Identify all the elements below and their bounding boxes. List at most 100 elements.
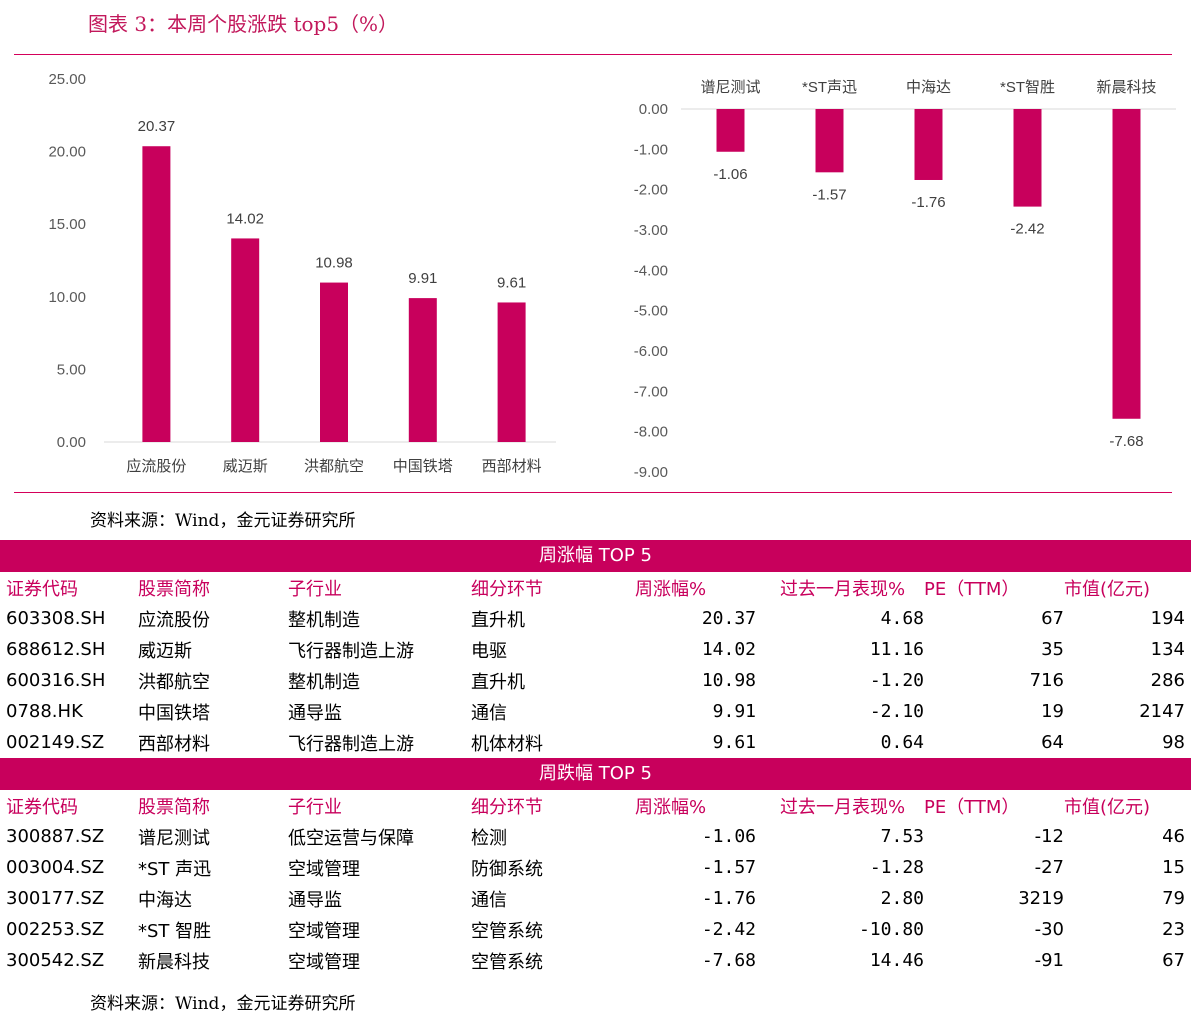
x-category-label: 应流股份 [126, 457, 186, 475]
column-header-market-cap: 市值(亿元) [1064, 578, 1151, 600]
y-tick-label: -5.00 [634, 303, 668, 320]
one-month-change-cell: -10.80 [858, 919, 924, 940]
segment-cell: 电驱 [471, 640, 507, 662]
x-category-label: 威迈斯 [223, 458, 268, 475]
weekly-change-cell: -2.42 [701, 919, 756, 940]
stock-code-cell: 003004.SZ [6, 857, 105, 878]
one-month-change-cell: 4.68 [880, 608, 924, 629]
stock-name-cell: *ST 智胜 [138, 920, 212, 942]
sub-industry-cell: 通导监 [288, 702, 342, 724]
data-label: -1.06 [713, 166, 747, 183]
stock-code-cell: 688612.SH [6, 639, 106, 660]
y-tick-label: 5.00 [57, 361, 86, 378]
y-tick-label: 10.00 [48, 289, 86, 306]
stock-name-cell: 中国铁塔 [138, 702, 210, 724]
stock-name-cell: 洪都航空 [138, 671, 210, 693]
sub-industry-cell: 通导监 [288, 889, 342, 911]
stock-code-cell: 300887.SZ [6, 826, 105, 847]
column-header-one-month-change: 过去一月表现% [780, 578, 906, 600]
market-cap-cell: 134 [1150, 639, 1185, 660]
sub-industry-cell: 空域管理 [288, 951, 360, 973]
table-header-row: 证券代码 股票简称 子行业 细分环节 周涨幅% 过去一月表现% PE（TTM） 市值(亿元) [0, 790, 1191, 821]
column-header-segment: 细分环节 [471, 796, 543, 818]
y-tick-label: -9.00 [634, 464, 668, 481]
data-label: 10.98 [315, 255, 353, 272]
market-cap-cell: 2147 [1139, 701, 1185, 722]
x-category-label: 洪都航空 [304, 458, 364, 475]
stock-name-cell: 新晨科技 [138, 951, 210, 973]
table-row: 003004.SZ *ST 声迅 空域管理 防御系统 -1.57 -1.28 -27 15 [0, 852, 1191, 883]
x-category-label: 新晨科技 [1096, 79, 1156, 96]
source-note-tables: 资料来源：Wind，金元证券研究所 [90, 994, 356, 1014]
market-cap-cell: 286 [1150, 670, 1185, 691]
weekly-change-cell: -1.76 [701, 888, 756, 909]
pe-ttm-cell: 64 [1041, 732, 1064, 753]
segment-cell: 通信 [471, 889, 507, 911]
market-cap-cell: 67 [1162, 950, 1185, 971]
bar [497, 302, 526, 442]
stock-name-cell: *ST 声迅 [138, 858, 212, 880]
x-category-label: *ST智胜 [1000, 78, 1055, 96]
weekly-change-cell: -7.68 [701, 950, 756, 971]
table-row: 603308.SH 应流股份 整机制造 直升机 20.37 4.68 67 194 [0, 603, 1191, 634]
segment-cell: 通信 [471, 702, 507, 724]
table-row: 688612.SH 威迈斯 飞行器制造上游 电驱 14.02 11.16 35 134 [0, 634, 1191, 665]
stock-name-cell: 威迈斯 [138, 640, 192, 662]
bar [716, 109, 745, 152]
column-header-segment: 细分环节 [471, 578, 543, 600]
segment-cell: 直升机 [471, 671, 525, 693]
losers-table-title: 周跌幅 TOP 5 [0, 758, 1191, 790]
sub-industry-cell: 整机制造 [288, 609, 360, 631]
column-header-sub-industry: 子行业 [288, 796, 342, 818]
pe-ttm-cell: 716 [1029, 670, 1064, 691]
segment-cell: 机体材料 [471, 733, 543, 755]
gainers-table: 证券代码 股票简称 子行业 细分环节 周涨幅% 过去一月表现% PE（TTM） 市值(亿元) 6… [0, 572, 1191, 758]
y-tick-label: -3.00 [634, 222, 668, 239]
table-row: 600316.SH 洪都航空 整机制造 直升机 10.98 -1.20 716 286 [0, 665, 1191, 696]
figure-title: 图表 3：本周个股涨跌 top5（%） [88, 12, 399, 36]
x-category-label: 西部材料 [482, 458, 542, 475]
stock-code-cell: 600316.SH [6, 670, 106, 691]
one-month-change-cell: -2.10 [869, 701, 924, 722]
losers-table: 证券代码 股票简称 子行业 细分环节 周涨幅% 过去一月表现% PE（TTM） 市值(亿元) 3… [0, 790, 1191, 976]
column-header-stock-code: 证券代码 [6, 578, 78, 600]
bar [1013, 109, 1042, 207]
segment-cell: 空管系统 [471, 920, 543, 942]
losers-bar-chart: 0.00 -1.00 -2.00 -3.00 -4.00 -5.00 -6.00 -7.00 -… [634, 78, 1176, 481]
column-header-weekly-change: 周涨幅% [635, 796, 707, 818]
pe-ttm-cell: 19 [1041, 701, 1064, 722]
data-label: -1.57 [812, 186, 846, 203]
x-category-label: 谱尼测试 [700, 79, 760, 96]
column-header-stock-name: 股票简称 [138, 796, 210, 818]
x-category-label: 中海达 [906, 79, 951, 96]
bar [408, 298, 437, 442]
market-cap-cell: 15 [1162, 857, 1185, 878]
one-month-change-cell: 11.16 [869, 639, 924, 660]
data-label: 9.91 [408, 270, 437, 287]
pe-ttm-cell: -91 [1034, 950, 1064, 971]
bar [231, 238, 260, 442]
segment-cell: 防御系统 [471, 858, 543, 880]
y-tick-label: 0.00 [639, 101, 668, 118]
stock-code-cell: 300177.SZ [6, 888, 105, 909]
pe-ttm-cell: 3219 [1018, 888, 1064, 909]
weekly-change-cell: 10.98 [701, 670, 756, 691]
weekly-change-cell: -1.57 [701, 857, 756, 878]
stock-code-cell: 002253.SZ [6, 919, 105, 940]
weekly-change-cell: 9.91 [712, 701, 756, 722]
column-header-sub-industry: 子行业 [288, 578, 342, 600]
y-tick-label: 0.00 [57, 434, 86, 451]
market-cap-cell: 23 [1162, 919, 1185, 940]
pe-ttm-cell: 35 [1041, 639, 1064, 660]
one-month-change-cell: -1.28 [869, 857, 924, 878]
data-label: -2.42 [1010, 221, 1044, 238]
bar [914, 109, 943, 180]
y-tick-label: -2.00 [634, 182, 668, 199]
stock-name-cell: 西部材料 [138, 733, 210, 755]
stock-name-cell: 中海达 [138, 889, 192, 911]
source-note-charts: 资料来源：Wind，金元证券研究所 [90, 511, 356, 531]
table-row: 002149.SZ 西部材料 飞行器制造上游 机体材料 9.61 0.64 64 98 [0, 727, 1191, 758]
one-month-change-cell: -1.20 [869, 670, 924, 691]
sub-industry-cell: 飞行器制造上游 [288, 733, 414, 755]
column-header-market-cap: 市值(亿元) [1064, 796, 1151, 818]
